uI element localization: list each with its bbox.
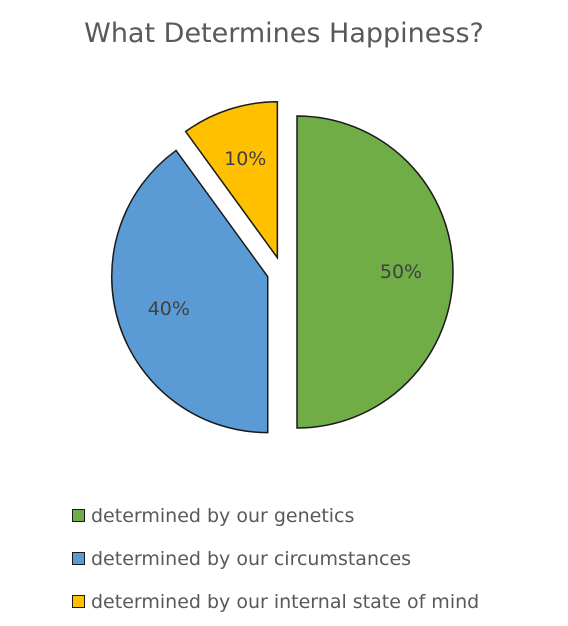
pie-chart: 50% 40% 10%	[111, 100, 454, 434]
legend-label-circumstances: determined by our circumstances	[91, 547, 412, 570]
legend-item-state-of-mind[interactable]: determined by our internal state of mind	[72, 580, 479, 623]
legend-swatch-circumstances	[72, 552, 85, 565]
legend-item-genetics[interactable]: determined by our genetics	[72, 494, 479, 537]
legend-swatch-state-of-mind	[72, 595, 85, 608]
legend: determined by our genetics determined by…	[72, 494, 479, 623]
pie-slice-circumstances[interactable]	[111, 149, 269, 434]
legend-label-state-of-mind: determined by our internal state of mind	[91, 590, 480, 613]
slice-label-state-of-mind: 10%	[224, 148, 266, 170]
pie-slice-genetics[interactable]	[296, 115, 454, 429]
pie-slice-state-of-mind[interactable]	[184, 100, 279, 261]
slice-label-circumstances: 40%	[148, 298, 190, 320]
legend-item-circumstances[interactable]: determined by our circumstances	[72, 537, 479, 580]
slice-label-genetics: 50%	[380, 261, 422, 283]
legend-swatch-genetics	[72, 509, 85, 522]
legend-label-genetics: determined by our genetics	[91, 504, 355, 527]
chart-title: What Determines Happiness?	[84, 18, 484, 49]
